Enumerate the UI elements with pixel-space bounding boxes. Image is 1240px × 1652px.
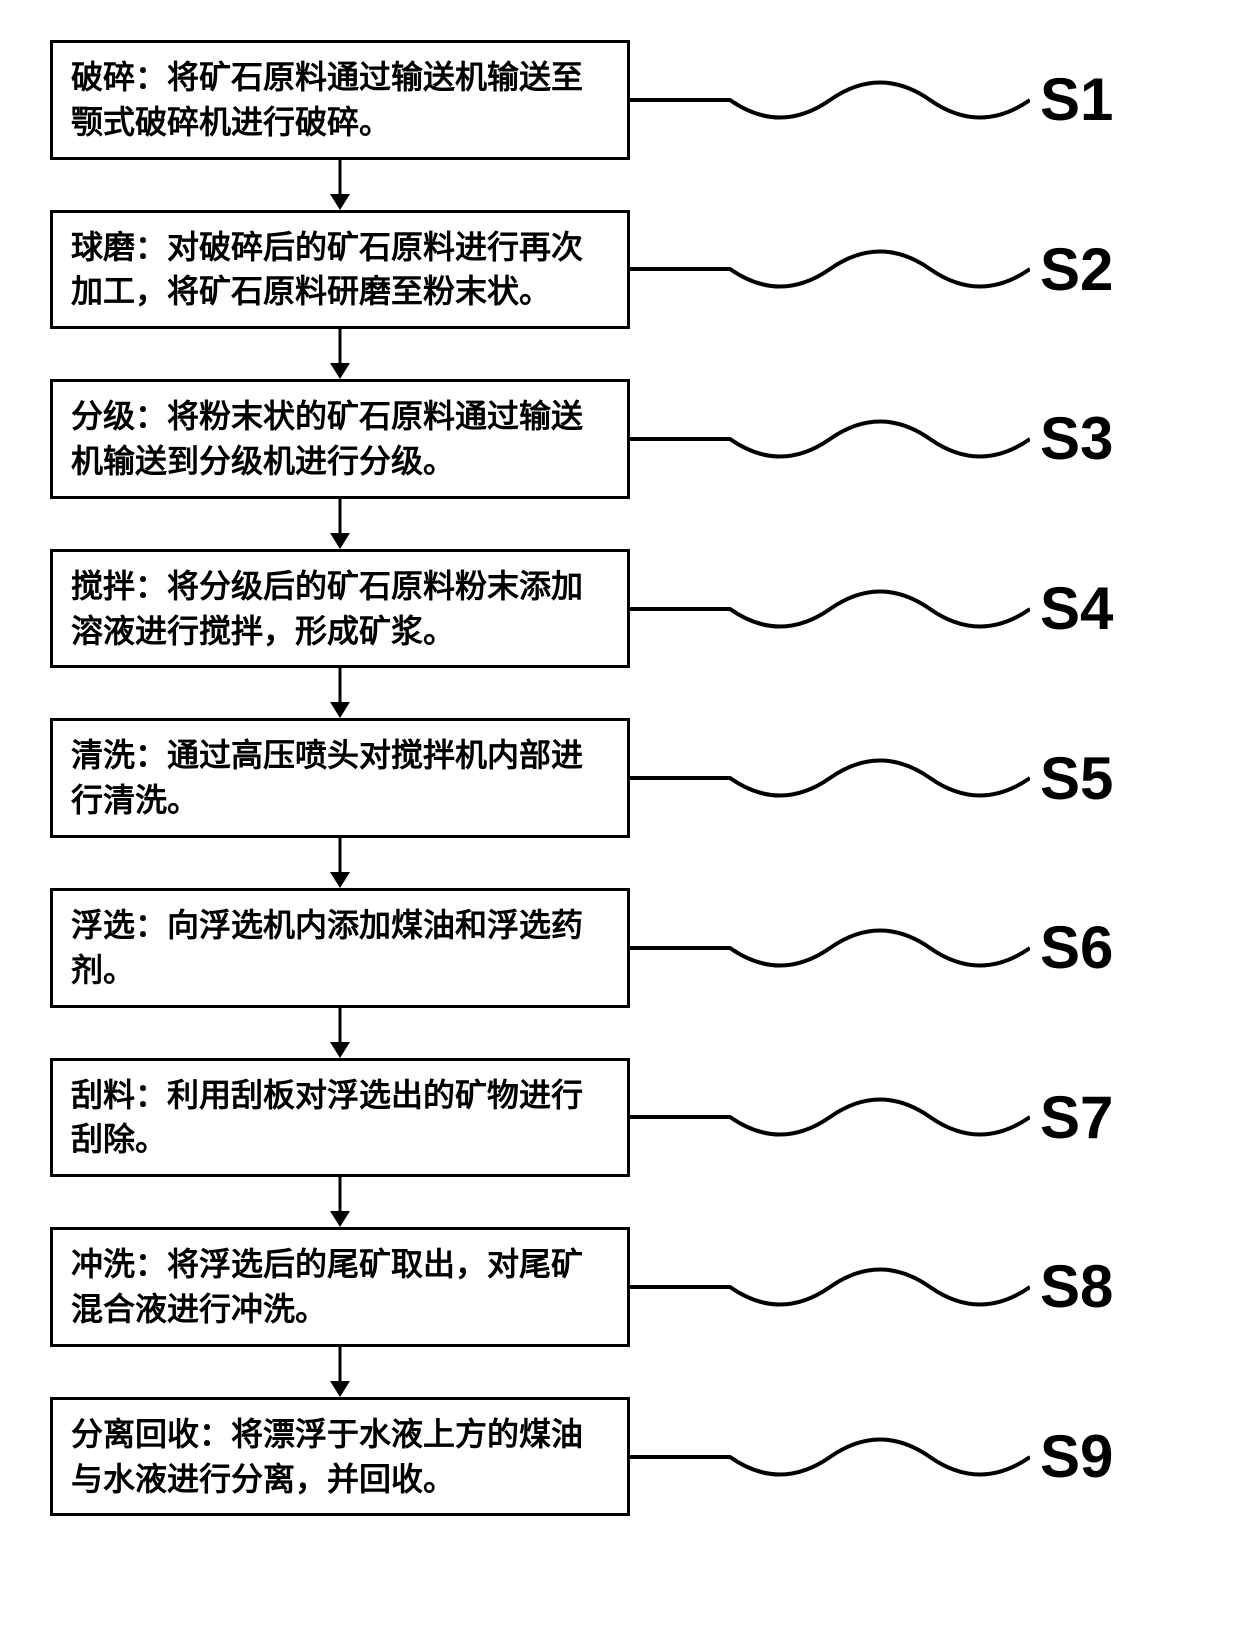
step-text: 分离回收：将漂浮于水液上方的煤油与水液进行分离，并回收。 (71, 1416, 583, 1497)
arrow-head-icon (330, 702, 350, 718)
step-label-s8: S8 (1040, 1252, 1180, 1321)
arrow-head-icon (330, 872, 350, 888)
step-box-s2: 球磨：对破碎后的矿石原料进行再次加工，将矿石原料研磨至粉末状。 (50, 210, 630, 330)
connector-curve-s5 (630, 723, 1030, 833)
step-label-s2: S2 (1040, 235, 1180, 304)
connector-curve-s7 (630, 1062, 1030, 1172)
connector-curve-s8 (630, 1232, 1030, 1342)
arrow-s1-s2 (50, 160, 630, 210)
arrow-s7-s8 (50, 1177, 630, 1227)
step-box-s1: 破碎：将矿石原料通过输送机输送至颚式破碎机进行破碎。 (50, 40, 630, 160)
step-row-s3: 分级：将粉末状的矿石原料通过输送机输送到分级机进行分级。 S3 (50, 379, 1180, 499)
step-box-s4: 搅拌：将分级后的矿石原料粉末添加溶液进行搅拌，形成矿浆。 (50, 549, 630, 669)
step-text: 刮料：利用刮板对浮选出的矿物进行刮除。 (71, 1077, 583, 1158)
arrow-line (339, 499, 342, 535)
step-row-s9: 分离回收：将漂浮于水液上方的煤油与水液进行分离，并回收。 S9 (50, 1397, 1180, 1517)
step-box-s6: 浮选：向浮选机内添加煤油和浮选药剂。 (50, 888, 630, 1008)
step-row-s1: 破碎：将矿石原料通过输送机输送至颚式破碎机进行破碎。 S1 (50, 40, 1180, 160)
arrow-line (339, 1008, 342, 1044)
step-text: 破碎：将矿石原料通过输送机输送至颚式破碎机进行破碎。 (71, 59, 583, 140)
step-row-s7: 刮料：利用刮板对浮选出的矿物进行刮除。 S7 (50, 1058, 1180, 1178)
arrow-s8-s9 (50, 1347, 630, 1397)
arrow-line (339, 668, 342, 704)
step-text: 分级：将粉末状的矿石原料通过输送机输送到分级机进行分级。 (71, 398, 583, 479)
flowchart-container: 破碎：将矿石原料通过输送机输送至颚式破碎机进行破碎。 S1 球磨：对破碎后的矿石… (50, 40, 1220, 1516)
step-row-s6: 浮选：向浮选机内添加煤油和浮选药剂。 S6 (50, 888, 1180, 1008)
step-text: 清洗：通过高压喷头对搅拌机内部进行清洗。 (71, 737, 583, 818)
arrow-line (339, 838, 342, 874)
step-box-s8: 冲洗：将浮选后的尾矿取出，对尾矿混合液进行冲洗。 (50, 1227, 630, 1347)
arrow-s3-s4 (50, 499, 630, 549)
arrow-s5-s6 (50, 838, 630, 888)
arrow-s4-s5 (50, 668, 630, 718)
arrow-head-icon (330, 1211, 350, 1227)
step-text: 冲洗：将浮选后的尾矿取出，对尾矿混合液进行冲洗。 (71, 1246, 583, 1327)
connector-curve-s6 (630, 893, 1030, 1003)
step-label-s9: S9 (1040, 1422, 1180, 1491)
arrow-line (339, 1347, 342, 1383)
step-row-s5: 清洗：通过高压喷头对搅拌机内部进行清洗。 S5 (50, 718, 1180, 838)
arrow-head-icon (330, 533, 350, 549)
connector-curve-s9 (630, 1402, 1030, 1512)
step-text: 搅拌：将分级后的矿石原料粉末添加溶液进行搅拌，形成矿浆。 (71, 568, 583, 649)
arrow-line (339, 329, 342, 365)
step-label-s3: S3 (1040, 404, 1180, 473)
step-row-s8: 冲洗：将浮选后的尾矿取出，对尾矿混合液进行冲洗。 S8 (50, 1227, 1180, 1347)
step-label-s7: S7 (1040, 1083, 1180, 1152)
step-box-s3: 分级：将粉末状的矿石原料通过输送机输送到分级机进行分级。 (50, 379, 630, 499)
step-label-s6: S6 (1040, 913, 1180, 982)
arrow-head-icon (330, 194, 350, 210)
step-label-s1: S1 (1040, 65, 1180, 134)
arrow-s6-s7 (50, 1008, 630, 1058)
step-label-s4: S4 (1040, 574, 1180, 643)
connector-curve-s4 (630, 554, 1030, 664)
connector-curve-s1 (630, 45, 1030, 155)
step-box-s7: 刮料：利用刮板对浮选出的矿物进行刮除。 (50, 1058, 630, 1178)
step-row-s4: 搅拌：将分级后的矿石原料粉末添加溶液进行搅拌，形成矿浆。 S4 (50, 549, 1180, 669)
step-box-s9: 分离回收：将漂浮于水液上方的煤油与水液进行分离，并回收。 (50, 1397, 630, 1517)
step-text: 球磨：对破碎后的矿石原料进行再次加工，将矿石原料研磨至粉末状。 (71, 229, 583, 310)
arrow-head-icon (330, 1042, 350, 1058)
step-label-s5: S5 (1040, 744, 1180, 813)
connector-curve-s2 (630, 214, 1030, 324)
arrow-head-icon (330, 1381, 350, 1397)
arrow-head-icon (330, 363, 350, 379)
connector-curve-s3 (630, 384, 1030, 494)
arrow-line (339, 1177, 342, 1213)
step-row-s2: 球磨：对破碎后的矿石原料进行再次加工，将矿石原料研磨至粉末状。 S2 (50, 210, 1180, 330)
arrow-line (339, 160, 342, 196)
step-box-s5: 清洗：通过高压喷头对搅拌机内部进行清洗。 (50, 718, 630, 838)
step-text: 浮选：向浮选机内添加煤油和浮选药剂。 (71, 907, 583, 988)
arrow-s2-s3 (50, 329, 630, 379)
